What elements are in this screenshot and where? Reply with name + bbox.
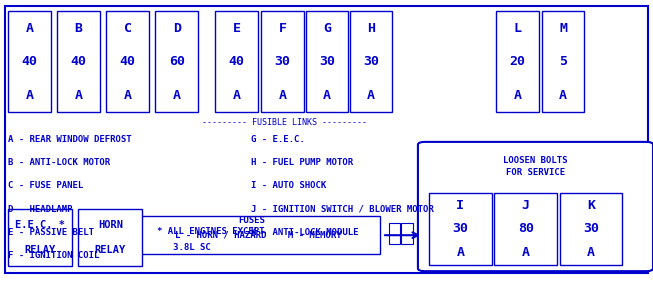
Text: E.E.C. *: E.E.C. * xyxy=(16,220,65,230)
FancyBboxPatch shape xyxy=(429,193,492,265)
Text: 30: 30 xyxy=(274,55,291,68)
Text: A: A xyxy=(172,89,181,102)
Text: LOOSEN BOLTS: LOOSEN BOLTS xyxy=(503,156,567,165)
FancyBboxPatch shape xyxy=(418,142,653,271)
Text: L: L xyxy=(513,22,522,35)
Text: G: G xyxy=(323,22,331,35)
Text: A: A xyxy=(323,89,331,102)
Text: A: A xyxy=(25,89,34,102)
FancyBboxPatch shape xyxy=(8,11,51,112)
Text: A: A xyxy=(522,246,530,259)
Text: 3.8L SC: 3.8L SC xyxy=(157,243,210,252)
FancyBboxPatch shape xyxy=(560,193,622,265)
Text: 80: 80 xyxy=(518,222,534,235)
FancyBboxPatch shape xyxy=(155,11,198,112)
Text: A: A xyxy=(25,22,34,35)
Text: 30: 30 xyxy=(363,55,379,68)
Text: 60: 60 xyxy=(168,55,185,68)
Text: E: E xyxy=(232,22,241,35)
Text: G - E.E.C.: G - E.E.C. xyxy=(251,135,305,144)
Text: A: A xyxy=(587,246,595,259)
Text: K: K xyxy=(587,199,595,212)
Text: M: M xyxy=(559,22,567,35)
Text: E - PASSIVE BELT: E - PASSIVE BELT xyxy=(8,228,95,237)
FancyBboxPatch shape xyxy=(306,11,348,112)
Text: F: F xyxy=(278,22,287,35)
Text: A: A xyxy=(456,246,464,259)
Text: FOR SERVICE: FOR SERVICE xyxy=(506,168,565,177)
FancyBboxPatch shape xyxy=(57,11,100,112)
FancyBboxPatch shape xyxy=(542,11,584,112)
Text: --------- FUSIBLE LINKS ---------: --------- FUSIBLE LINKS --------- xyxy=(202,118,366,127)
Text: 40: 40 xyxy=(229,55,245,68)
Text: J: J xyxy=(522,199,530,212)
FancyBboxPatch shape xyxy=(215,11,258,112)
Text: A - REAR WINDOW DEFROST: A - REAR WINDOW DEFROST xyxy=(8,135,132,144)
Text: 30: 30 xyxy=(453,222,468,235)
Text: * ALL ENGINES EXCEPT: * ALL ENGINES EXCEPT xyxy=(157,227,264,236)
FancyBboxPatch shape xyxy=(350,11,392,112)
Text: K - ANTI-LOCK MODULE: K - ANTI-LOCK MODULE xyxy=(251,228,359,237)
FancyBboxPatch shape xyxy=(78,209,142,266)
Text: I - AUTO SHOCK: I - AUTO SHOCK xyxy=(251,181,326,190)
Text: A: A xyxy=(278,89,287,102)
FancyBboxPatch shape xyxy=(135,216,380,254)
Text: C - FUSE PANEL: C - FUSE PANEL xyxy=(8,181,84,190)
Text: F - IGNITION COIL: F - IGNITION COIL xyxy=(8,251,100,260)
Text: A: A xyxy=(513,89,522,102)
FancyBboxPatch shape xyxy=(5,6,648,273)
FancyBboxPatch shape xyxy=(389,223,400,244)
Text: D - HEADLAMP: D - HEADLAMP xyxy=(8,205,73,214)
Text: 30: 30 xyxy=(583,222,599,235)
Text: A: A xyxy=(123,89,132,102)
Text: FUSES: FUSES xyxy=(238,216,265,225)
Text: J - IGNITION SWITCH / BLOWER MOTOR: J - IGNITION SWITCH / BLOWER MOTOR xyxy=(251,205,434,214)
Text: L - HORN / HAZARD    M - MEMORY: L - HORN / HAZARD M - MEMORY xyxy=(174,231,342,240)
FancyBboxPatch shape xyxy=(494,193,557,265)
Text: A: A xyxy=(559,89,567,102)
Text: B - ANTI-LOCK MOTOR: B - ANTI-LOCK MOTOR xyxy=(8,158,110,167)
Text: RELAY: RELAY xyxy=(25,245,56,255)
Text: H: H xyxy=(367,22,375,35)
Text: D: D xyxy=(172,22,181,35)
Text: C: C xyxy=(123,22,132,35)
FancyBboxPatch shape xyxy=(401,223,413,244)
FancyBboxPatch shape xyxy=(106,11,149,112)
Text: 30: 30 xyxy=(319,55,335,68)
Text: 40: 40 xyxy=(119,55,136,68)
FancyBboxPatch shape xyxy=(261,11,304,112)
FancyBboxPatch shape xyxy=(496,11,539,112)
Text: RELAY: RELAY xyxy=(95,245,126,255)
Text: 5: 5 xyxy=(559,55,567,68)
FancyBboxPatch shape xyxy=(8,209,72,266)
Text: 20: 20 xyxy=(509,55,526,68)
Text: B: B xyxy=(74,22,83,35)
Text: H - FUEL PUMP MOTOR: H - FUEL PUMP MOTOR xyxy=(251,158,353,167)
Text: A: A xyxy=(74,89,83,102)
Text: A: A xyxy=(367,89,375,102)
Text: 40: 40 xyxy=(71,55,87,68)
Text: A: A xyxy=(232,89,241,102)
Text: 40: 40 xyxy=(22,55,38,68)
Text: I: I xyxy=(456,199,464,212)
Text: HORN: HORN xyxy=(98,220,123,230)
